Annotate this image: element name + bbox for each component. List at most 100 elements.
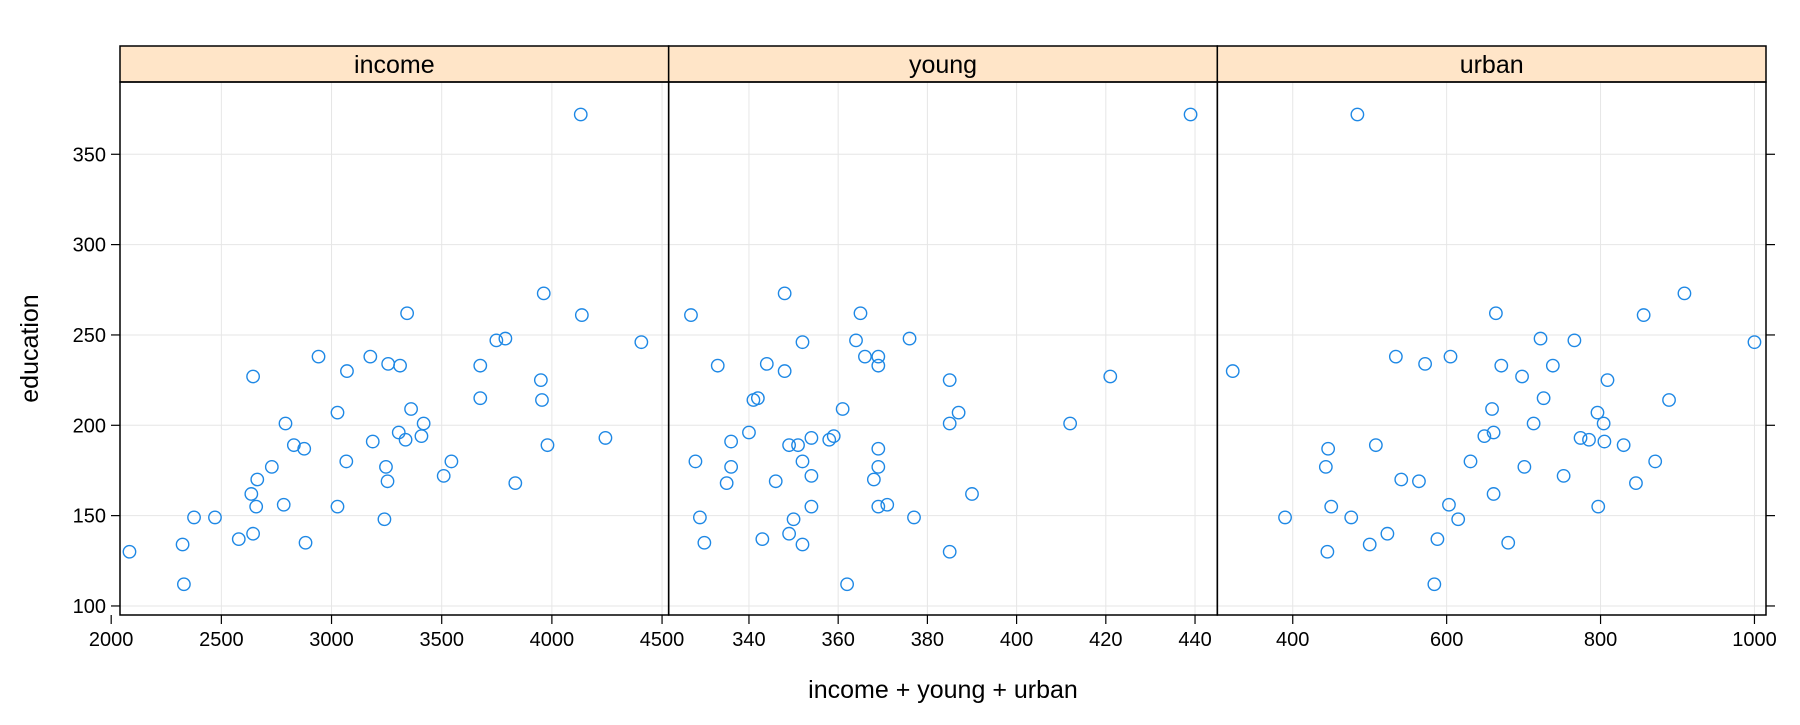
data-point bbox=[540, 438, 555, 453]
data-point bbox=[380, 474, 395, 489]
data-point bbox=[942, 544, 957, 559]
data-point bbox=[1501, 535, 1516, 550]
data-point bbox=[276, 497, 291, 512]
data-point bbox=[965, 487, 979, 501]
data-point bbox=[363, 349, 378, 364]
data-point bbox=[759, 356, 774, 371]
data-point bbox=[533, 373, 548, 388]
data-point bbox=[782, 438, 797, 453]
data-point bbox=[1597, 434, 1612, 449]
data-point bbox=[1320, 544, 1335, 559]
data-point bbox=[1485, 402, 1499, 416]
data-point bbox=[1324, 499, 1339, 514]
data-point bbox=[330, 405, 345, 420]
data-point bbox=[688, 454, 703, 469]
panel-income-x-tick-label: 4000 bbox=[530, 629, 575, 651]
data-point bbox=[1412, 474, 1426, 489]
data-point bbox=[231, 532, 246, 547]
data-point bbox=[381, 356, 396, 371]
panel-urban bbox=[1225, 107, 1762, 592]
data-point bbox=[330, 499, 345, 514]
y-tick-label: 100 bbox=[73, 596, 106, 618]
data-point bbox=[1636, 308, 1651, 322]
data-point bbox=[849, 333, 863, 348]
data-point bbox=[1616, 438, 1631, 453]
data-point bbox=[822, 432, 837, 447]
data-point bbox=[951, 405, 966, 420]
data-point bbox=[1515, 369, 1529, 384]
data-point bbox=[473, 391, 488, 406]
data-point bbox=[278, 416, 293, 431]
data-point bbox=[795, 537, 810, 552]
data-point bbox=[791, 438, 805, 453]
data-point bbox=[942, 416, 957, 431]
y-axis-title: education bbox=[16, 294, 44, 402]
data-point bbox=[1747, 335, 1762, 350]
data-point bbox=[1486, 425, 1501, 440]
panel-young-x-tick-label: 420 bbox=[1089, 629, 1122, 651]
data-point bbox=[786, 512, 801, 527]
data-point bbox=[398, 432, 413, 447]
data-point bbox=[742, 425, 756, 440]
y-tick-label: 150 bbox=[73, 506, 106, 528]
panel-young-x-tick-label: 400 bbox=[1000, 629, 1033, 651]
data-point bbox=[692, 510, 707, 525]
data-point bbox=[1442, 497, 1456, 512]
data-point bbox=[1526, 416, 1541, 431]
data-point bbox=[574, 308, 589, 322]
data-point bbox=[1494, 358, 1509, 373]
panel-urban-frame bbox=[1216, 81, 1767, 616]
data-point bbox=[1368, 438, 1383, 453]
data-point bbox=[1463, 454, 1478, 469]
data-point bbox=[724, 459, 739, 474]
data-point bbox=[826, 429, 841, 444]
panel-income-strip-label: income bbox=[354, 51, 435, 79]
data-point bbox=[634, 335, 649, 350]
data-point bbox=[297, 441, 312, 456]
data-point bbox=[311, 349, 326, 364]
data-point bbox=[1451, 512, 1466, 527]
data-point bbox=[393, 358, 407, 373]
data-point bbox=[880, 497, 895, 512]
data-point bbox=[298, 535, 313, 550]
panel-young-x-tick-label: 380 bbox=[911, 629, 944, 651]
panel-income-x-tick-label: 2500 bbox=[199, 629, 244, 651]
data-point bbox=[684, 308, 698, 322]
data-point bbox=[853, 306, 868, 321]
data-point bbox=[1321, 441, 1336, 456]
data-point bbox=[1556, 468, 1571, 483]
panel-young-x-tick-label: 440 bbox=[1178, 629, 1211, 651]
data-point bbox=[697, 535, 712, 550]
data-point bbox=[777, 364, 792, 378]
data-point bbox=[1517, 459, 1532, 474]
data-point bbox=[1380, 526, 1395, 541]
data-point bbox=[840, 577, 854, 592]
data-point bbox=[404, 402, 418, 416]
data-point bbox=[1350, 107, 1365, 122]
data-point bbox=[1545, 358, 1560, 373]
data-point bbox=[244, 487, 259, 501]
data-point bbox=[436, 468, 451, 483]
data-point bbox=[508, 476, 523, 491]
data-point bbox=[598, 431, 613, 445]
data-point bbox=[871, 459, 886, 474]
data-point bbox=[536, 286, 551, 301]
data-point bbox=[340, 364, 354, 378]
data-point bbox=[1486, 487, 1501, 501]
data-point bbox=[208, 510, 222, 525]
data-point bbox=[768, 474, 783, 489]
data-point bbox=[795, 454, 810, 469]
panel-income-x-tick-label: 3500 bbox=[419, 629, 464, 651]
data-point bbox=[1225, 364, 1240, 378]
data-point bbox=[871, 499, 886, 514]
panel-urban-x-tick-label: 600 bbox=[1430, 629, 1463, 651]
data-point bbox=[1318, 459, 1333, 474]
data-point bbox=[535, 393, 549, 407]
y-tick-label: 350 bbox=[73, 144, 106, 166]
data-point bbox=[400, 306, 415, 321]
panel-income-frame bbox=[119, 81, 670, 616]
data-point bbox=[1536, 391, 1551, 406]
data-point bbox=[175, 537, 190, 552]
data-point bbox=[724, 434, 739, 449]
y-tick-label: 250 bbox=[73, 325, 106, 347]
